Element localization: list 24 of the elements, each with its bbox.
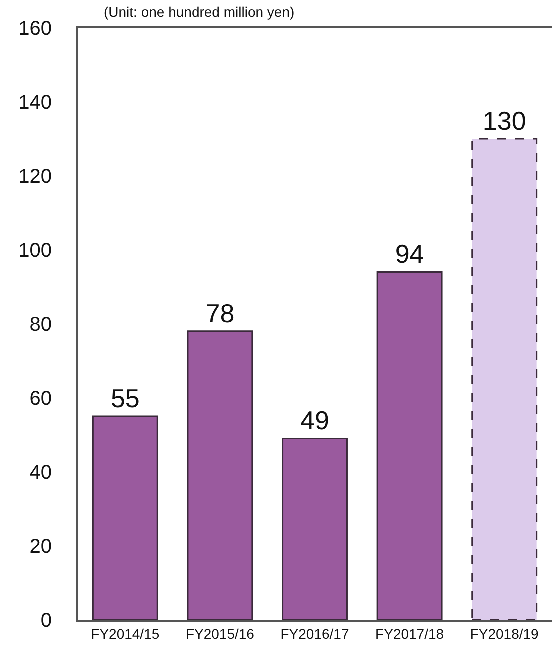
x-tick-label: FY2016/17: [280, 626, 350, 642]
bar: [282, 438, 348, 620]
x-tick-label: FY2017/18: [376, 626, 444, 642]
y-tick-label: 20: [30, 536, 52, 558]
bar: [376, 271, 443, 620]
data-label: 130: [482, 106, 526, 136]
data-label: 49: [300, 406, 330, 436]
y-tick-label: 60: [30, 388, 52, 410]
y-tick-label: 140: [18, 92, 52, 114]
chart-subtitle: (Unit: one hundred million yen): [104, 4, 295, 20]
data-label: 78: [206, 298, 235, 328]
y-tick-label: 80: [30, 314, 52, 336]
y-tick-label: 0: [40, 610, 52, 632]
y-tick-label: 40: [30, 462, 52, 484]
data-label: 55: [110, 384, 140, 414]
data-label: 94: [395, 239, 424, 270]
bar: [187, 330, 254, 620]
x-tick-label: FY2014/15: [91, 626, 160, 642]
y-tick-label: 120: [18, 166, 52, 188]
x-tick-label: FY2015/16: [186, 626, 255, 642]
bar: [92, 416, 158, 620]
y-tick-label: 160: [18, 18, 52, 40]
y-tick-label: 100: [18, 240, 52, 262]
x-tick-label: FY2018/19: [470, 626, 540, 642]
